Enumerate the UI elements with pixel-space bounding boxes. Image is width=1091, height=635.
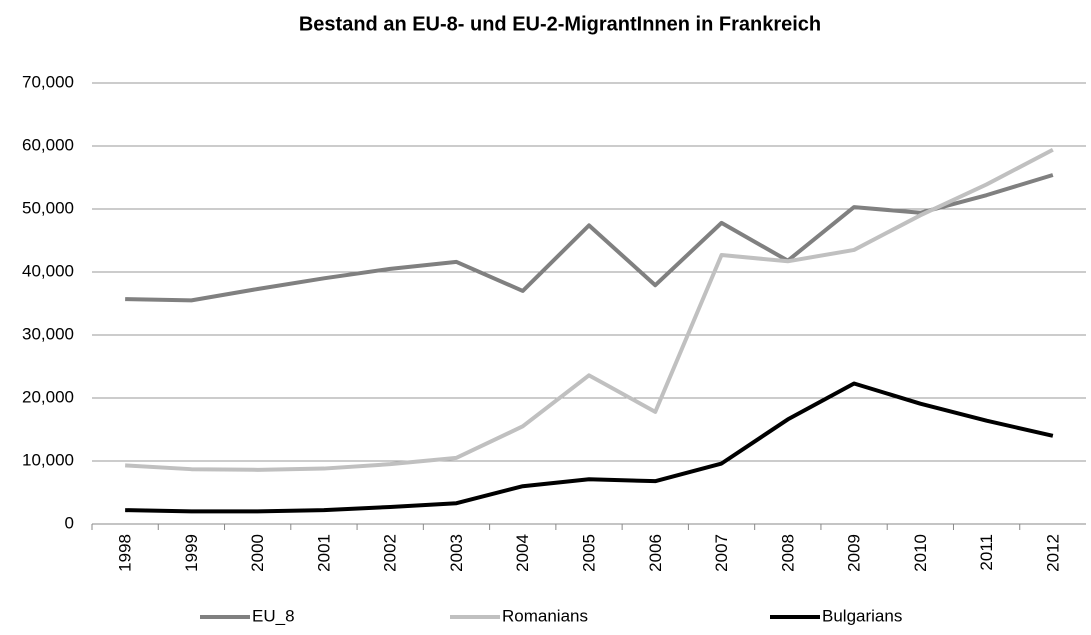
x-tick-label: 1999 xyxy=(182,534,201,572)
y-tick-label: 60,000 xyxy=(22,135,74,154)
x-tick-label: 2007 xyxy=(712,534,731,572)
legend-label: Romanians xyxy=(502,606,588,625)
chart-title: Bestand an EU-8- und EU-2-MigrantInnen i… xyxy=(299,13,821,35)
x-tick-label: 2009 xyxy=(845,534,864,572)
y-tick-label: 40,000 xyxy=(22,261,74,280)
x-tick-label: 2011 xyxy=(977,534,996,571)
y-tick-label: 0 xyxy=(65,513,74,532)
legend-label: EU_8 xyxy=(252,606,295,625)
x-tick-label: 2003 xyxy=(447,534,466,572)
x-tick-label: 2012 xyxy=(1043,534,1062,572)
x-tick-label: 2002 xyxy=(381,534,400,572)
x-tick-label: 2005 xyxy=(580,534,599,572)
x-tick-label: 2004 xyxy=(513,534,532,572)
y-tick-label: 30,000 xyxy=(22,324,74,343)
x-tick-label: 2010 xyxy=(911,534,930,572)
y-tick-label: 50,000 xyxy=(22,198,74,217)
x-tick-label: 2001 xyxy=(314,534,333,572)
series-line xyxy=(125,148,1054,472)
x-tick-label: 2006 xyxy=(646,534,665,572)
x-tick-label: 2008 xyxy=(778,534,797,572)
legend-label: Bulgarians xyxy=(822,606,902,625)
x-tick-label: 2000 xyxy=(248,534,267,572)
y-tick-label: 70,000 xyxy=(22,72,74,91)
y-tick-label: 10,000 xyxy=(22,450,74,469)
x-tick-label: 1998 xyxy=(116,534,135,572)
y-tick-label: 20,000 xyxy=(22,387,74,406)
series-line xyxy=(125,173,1054,303)
series-line xyxy=(125,381,1054,514)
